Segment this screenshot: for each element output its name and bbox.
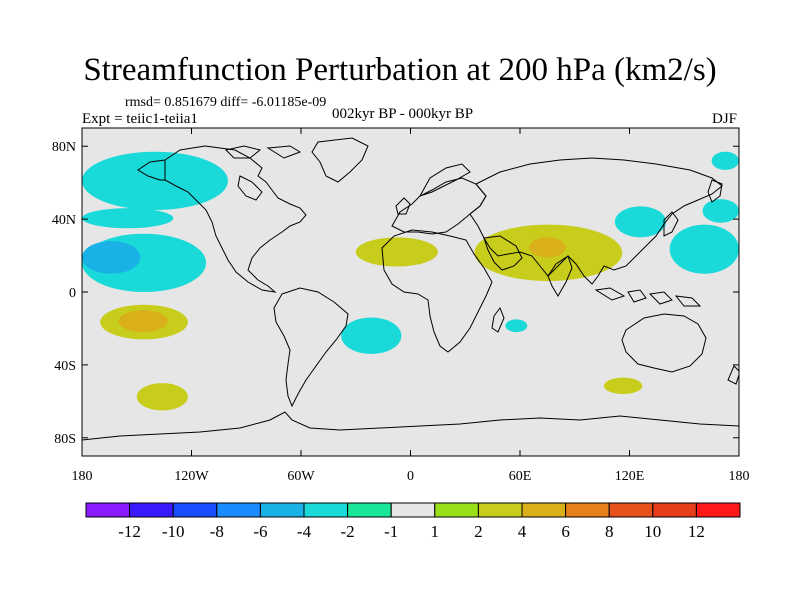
hudson-bay-coast	[237, 175, 263, 201]
x-tick-label: 60W	[287, 469, 315, 484]
experiment-label: Expt = teiic1-teiia1	[82, 111, 198, 127]
colorbar-label: -1	[384, 522, 398, 541]
colorbar-swatch	[565, 502, 610, 518]
colorbar-label: 2	[474, 522, 483, 541]
period-label: 002kyr BP - 000kyr BP	[332, 106, 474, 122]
arctic-pacific-negative	[711, 151, 739, 170]
colorbar-swatch	[85, 502, 131, 518]
africa-coast	[381, 229, 493, 353]
british-isles-coast	[395, 197, 411, 215]
y-tick-label: 40S	[54, 359, 76, 374]
alaska-coast	[137, 159, 166, 181]
arabia-coast	[483, 235, 523, 271]
colorbar-swatch	[347, 502, 392, 518]
colorbar-label: -6	[253, 522, 267, 541]
colorbar-swatch	[172, 502, 218, 518]
new-zealand-coast	[727, 365, 739, 385]
colorbar-swatch	[521, 502, 567, 518]
antarctica-coast	[82, 411, 739, 441]
stats-text: rmsd= 0.851679 diff= -6.01185e-09	[125, 95, 327, 110]
south-pacific-core-positive	[118, 310, 168, 333]
south-pacific-high-lat-positive	[136, 383, 188, 411]
y-tick-label: 80S	[54, 432, 76, 447]
subtropical-north-pacific-negative	[82, 208, 174, 229]
indian-ocean-negative	[505, 319, 528, 333]
colorbar-label: 8	[605, 522, 614, 541]
colorbar-label: -10	[162, 522, 185, 541]
colorbar-label: -8	[210, 522, 224, 541]
kamchatka-coast	[707, 179, 723, 203]
colorbar-label: -2	[341, 522, 355, 541]
colorbar-swatch	[652, 502, 697, 518]
india-coast	[547, 255, 573, 297]
west-pacific-negative	[669, 224, 739, 274]
x-tick-label: 60E	[509, 469, 532, 484]
colorbar-swatch	[608, 502, 654, 518]
tropical-pacific-core-negative	[82, 240, 141, 274]
x-tick-label: 0	[407, 469, 414, 484]
south-atlantic-negative	[341, 317, 402, 354]
colorbar-label: 6	[561, 522, 570, 541]
y-tick-label: 0	[69, 286, 76, 301]
colorbar-label: 10	[644, 522, 661, 541]
colorbar-label: -12	[118, 522, 141, 541]
scandinavia-coast	[418, 163, 471, 197]
arabian-core-positive	[529, 237, 566, 258]
map-title: Streamfunction Perturbation at 200 hPa (…	[83, 52, 717, 88]
colorbar-label: -4	[297, 522, 312, 541]
coastline-layer	[82, 137, 739, 441]
season-label: DJF	[712, 111, 738, 127]
colorbar-swatch	[259, 502, 305, 518]
colorbar-swatch	[216, 502, 261, 518]
colorbar-swatch	[695, 502, 741, 518]
colorbar-swatch	[303, 502, 349, 518]
japan-coast	[663, 211, 679, 237]
colorbar-swatch	[434, 502, 479, 518]
indonesia-coast	[594, 287, 702, 307]
x-tick-label: 120E	[615, 469, 645, 484]
madagascar-coast	[491, 306, 505, 333]
y-tick-label: 80N	[52, 140, 76, 155]
x-tick-label: 180	[729, 469, 750, 484]
australia-coast	[621, 313, 707, 373]
x-tick-label: 180	[72, 469, 93, 484]
greenland-coast	[311, 137, 369, 183]
axis-layer: 180 120W 60W 0 60E 120E 180 80N 40N 0 40S 80S	[52, 128, 750, 484]
north-pacific-jet-negative	[82, 151, 228, 211]
x-tick-label: 120W	[174, 469, 209, 484]
north-america-coast	[164, 145, 307, 293]
arctic-islands-coast	[225, 145, 302, 159]
north-africa-positive	[355, 237, 438, 267]
south-america-coast	[273, 287, 349, 408]
north-pacific-west-negative	[702, 199, 739, 223]
colorbar-swatch	[477, 502, 523, 518]
colorbar: -12 -10 -8 -6 -4 -2 -1 1 2 4 6 8 10 12	[85, 502, 741, 541]
colorbar-swatch	[129, 502, 174, 518]
colorbar-label: 1	[431, 522, 440, 541]
colorbar-swatch	[390, 502, 436, 518]
colorbar-label: 4	[518, 522, 527, 541]
south-indian-positive	[603, 377, 643, 395]
y-tick-label: 40N	[52, 213, 76, 228]
east-asia-negative	[614, 206, 666, 238]
asia-coast	[469, 157, 723, 285]
colorbar-label: 12	[688, 522, 705, 541]
